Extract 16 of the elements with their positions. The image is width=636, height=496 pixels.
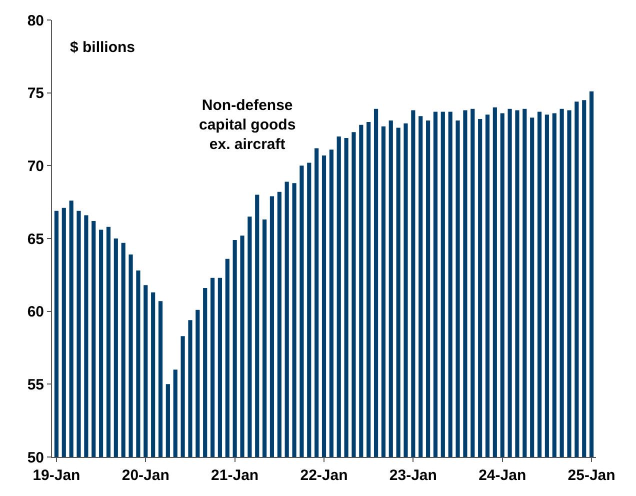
- y-tick-label: 70: [27, 158, 44, 175]
- x-tick-label: 21-Jan: [211, 467, 259, 484]
- y-tick-label: 60: [27, 304, 44, 321]
- y-tick-label: 65: [27, 230, 44, 248]
- x-tick-label: 24-Jan: [478, 467, 526, 484]
- x-tick-label: 25-Jan: [568, 467, 616, 484]
- y-tick-label: 50: [27, 449, 44, 466]
- x-tick-label: 20-Jan: [122, 467, 170, 484]
- y-tick-label: 75: [27, 85, 44, 102]
- annotation: Non-defense capital goods ex. aircraft: [199, 97, 296, 153]
- y-axis-title: $ billions: [70, 39, 136, 56]
- x-tick-label: 23-Jan: [389, 467, 437, 484]
- x-tick-label: 22-Jan: [300, 467, 348, 484]
- x-tick-label: 19-Jan: [32, 467, 80, 484]
- y-tick-label: 80: [27, 12, 44, 30]
- y-tick-label: 55: [27, 376, 44, 394]
